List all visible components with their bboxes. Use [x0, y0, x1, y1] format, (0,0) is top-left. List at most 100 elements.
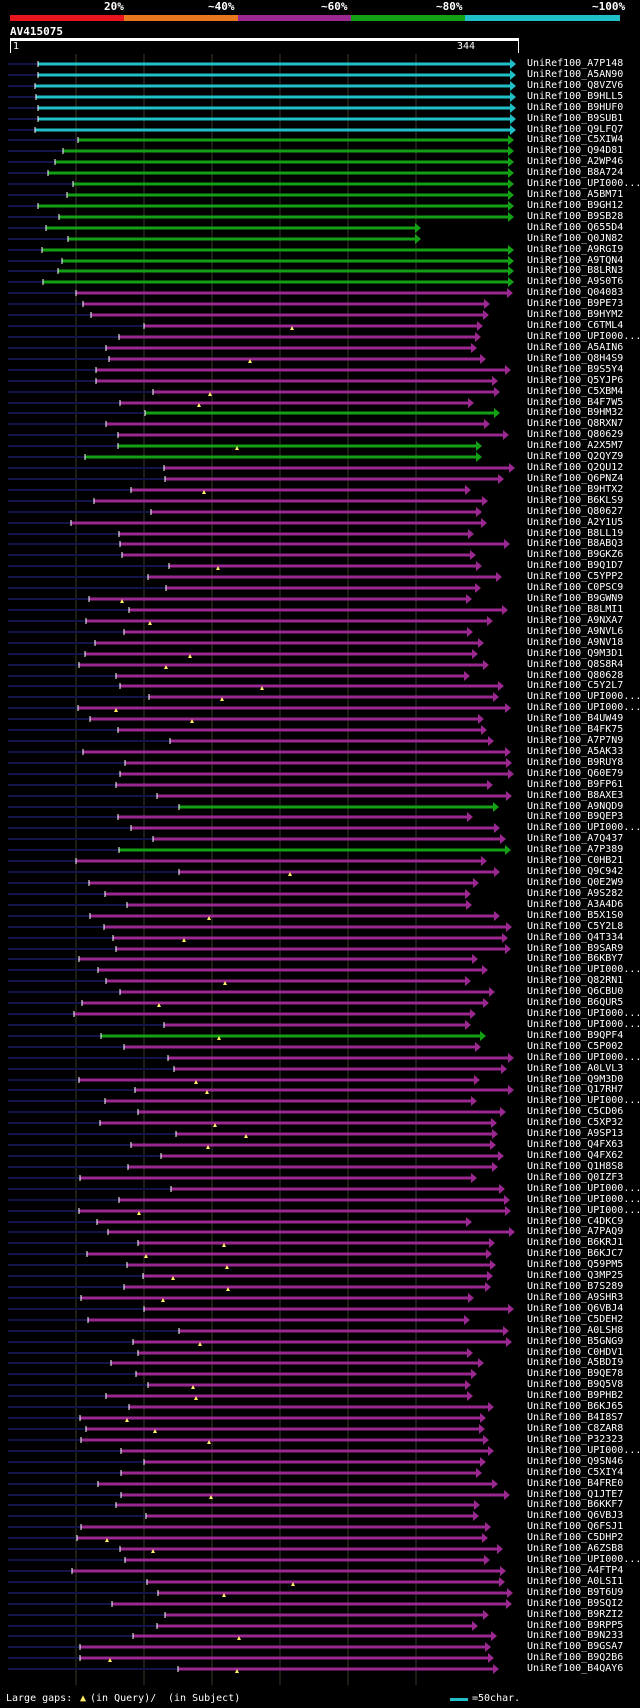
hit-row[interactable]: [8, 1315, 470, 1325]
hit-label[interactable]: UniRef100_B5X1S0: [527, 910, 624, 921]
hit-row[interactable]: [8, 987, 495, 997]
hit-row[interactable]: [8, 1020, 471, 1030]
hit-row[interactable]: [8, 288, 513, 298]
hit-label[interactable]: UniRef100_C5Y2L8: [527, 921, 624, 932]
hit-row[interactable]: [8, 1151, 504, 1161]
hit-label[interactable]: UniRef100_B9QPF4: [527, 1030, 624, 1041]
hit-row[interactable]: [8, 1566, 506, 1576]
hit-row[interactable]: [8, 125, 516, 135]
hit-row[interactable]: [8, 747, 511, 757]
hit-label[interactable]: UniRef100_C0HDV1: [527, 1347, 624, 1358]
hit-label[interactable]: UniRef100_B7S289: [527, 1281, 624, 1292]
hit-row[interactable]: [8, 834, 506, 844]
hit-label[interactable]: UniRef100_A2Y1U5: [527, 517, 624, 528]
hit-label[interactable]: UniRef100_B9RZI2: [527, 1609, 624, 1620]
hit-label[interactable]: UniRef100_C5CD06: [527, 1106, 624, 1117]
hit-label[interactable]: UniRef100_Q0JN82: [527, 233, 624, 244]
hit-label[interactable]: UniRef100_B4FRE0: [527, 1478, 624, 1489]
hit-row[interactable]: [8, 1271, 493, 1281]
hit-row[interactable]: [8, 1457, 486, 1467]
hit-label[interactable]: UniRef100_A5BM71: [527, 189, 624, 200]
hit-row[interactable]: [8, 1380, 471, 1390]
hit-row[interactable]: [8, 81, 516, 91]
hit-label[interactable]: UniRef100_Q1JTE7: [527, 1489, 624, 1500]
hit-row[interactable]: [8, 1009, 476, 1019]
hit-row[interactable]: [8, 277, 514, 287]
hit-row[interactable]: [8, 867, 500, 877]
hit-row[interactable]: [8, 332, 481, 342]
hit-label[interactable]: UniRef100_C5P002: [527, 1041, 624, 1052]
hit-label[interactable]: UniRef100_B9GKZ6: [527, 549, 624, 560]
hit-row[interactable]: [8, 245, 514, 255]
hit-row[interactable]: [8, 212, 514, 222]
hit-row[interactable]: [8, 1249, 492, 1259]
hit-label[interactable]: UniRef100_B9Q2B6: [527, 1652, 624, 1663]
hit-row[interactable]: [8, 310, 489, 320]
hit-label[interactable]: UniRef100_Q3MP25: [527, 1270, 624, 1281]
hit-row[interactable]: [8, 780, 493, 790]
hit-row[interactable]: [8, 1413, 486, 1423]
hit-row[interactable]: [8, 168, 514, 178]
hit-row[interactable]: [8, 681, 504, 691]
hit-label[interactable]: UniRef100_Q59PM5: [527, 1259, 624, 1270]
hit-row[interactable]: [8, 1511, 479, 1521]
hit-label[interactable]: UniRef100_B9HLL5: [527, 91, 624, 102]
hit-row[interactable]: [8, 1238, 495, 1248]
hit-label[interactable]: UniRef100_B8LMI1: [527, 604, 624, 615]
hit-row[interactable]: [8, 1599, 512, 1609]
hit-row[interactable]: [8, 671, 470, 681]
hit-label[interactable]: UniRef100_A5AK33: [527, 746, 624, 757]
hit-label[interactable]: UniRef100_C5XIY4: [527, 1467, 624, 1478]
hit-label[interactable]: UniRef100_B9HUF0: [527, 102, 624, 113]
hit-row[interactable]: [8, 889, 471, 899]
hit-row[interactable]: [8, 1522, 491, 1532]
hit-row[interactable]: [8, 430, 509, 440]
hit-row[interactable]: [8, 812, 473, 822]
hit-label[interactable]: UniRef100_UPI000...: [527, 1445, 640, 1456]
hit-label[interactable]: UniRef100_Q6PNZ4: [527, 473, 624, 484]
hit-label[interactable]: UniRef100_A7P7N9: [527, 735, 624, 746]
hit-row[interactable]: [8, 507, 482, 517]
hit-row[interactable]: [8, 474, 504, 484]
hit-label[interactable]: UniRef100_C5XIW4: [527, 134, 624, 145]
hit-row[interactable]: [8, 234, 421, 244]
hit-row[interactable]: [8, 1173, 477, 1183]
hit-label[interactable]: UniRef100_Q2QYZ9: [527, 451, 624, 462]
hit-row[interactable]: [8, 92, 516, 102]
hit-label[interactable]: UniRef100_Q6CBU0: [527, 986, 624, 997]
hit-label[interactable]: UniRef100_UPI000...: [527, 1554, 640, 1565]
hit-row[interactable]: [8, 1326, 509, 1336]
hit-label[interactable]: UniRef100_A3A4D6: [527, 899, 624, 910]
hit-row[interactable]: [8, 638, 484, 648]
hit-label[interactable]: UniRef100_A5BDI9: [527, 1357, 624, 1368]
hit-label[interactable]: UniRef100_C5DHP2: [527, 1532, 624, 1543]
hit-label[interactable]: UniRef100_C8ZAR8: [527, 1423, 624, 1434]
hit-label[interactable]: UniRef100_A0LSH8: [527, 1325, 624, 1336]
hit-label[interactable]: UniRef100_Q9SN46: [527, 1456, 624, 1467]
hit-label[interactable]: UniRef100_C6TML4: [527, 320, 624, 331]
hit-label[interactable]: UniRef100_B9PE73: [527, 298, 624, 309]
hit-label[interactable]: UniRef100_UPI000...: [527, 331, 640, 342]
hit-label[interactable]: UniRef100_B9SUB1: [527, 113, 624, 124]
hit-label[interactable]: UniRef100_Q80627: [527, 506, 624, 517]
hit-label[interactable]: UniRef100_A9NV18: [527, 637, 624, 648]
hit-row[interactable]: [8, 1446, 494, 1456]
hit-row[interactable]: [8, 878, 479, 888]
hit-row[interactable]: [8, 605, 508, 615]
hit-row[interactable]: [8, 518, 487, 528]
hit-row[interactable]: [8, 256, 514, 266]
hit-label[interactable]: UniRef100_UPI000...: [527, 702, 640, 713]
hit-row[interactable]: [8, 485, 471, 495]
hit-label[interactable]: UniRef100_B9Q5V8: [527, 1379, 624, 1390]
hit-row[interactable]: [8, 59, 516, 69]
hit-row[interactable]: [8, 845, 511, 855]
hit-label[interactable]: UniRef100_A9SP13: [527, 1128, 624, 1139]
hit-row[interactable]: [8, 452, 482, 462]
hit-row[interactable]: [8, 1348, 473, 1358]
hit-row[interactable]: [8, 1402, 494, 1412]
hit-row[interactable]: [8, 1217, 472, 1227]
hit-label[interactable]: UniRef100_Q17RH7: [527, 1084, 624, 1095]
hit-label[interactable]: UniRef100_B9SAR9: [527, 943, 624, 954]
hit-row[interactable]: [8, 1544, 503, 1554]
hit-row[interactable]: [8, 1533, 488, 1543]
